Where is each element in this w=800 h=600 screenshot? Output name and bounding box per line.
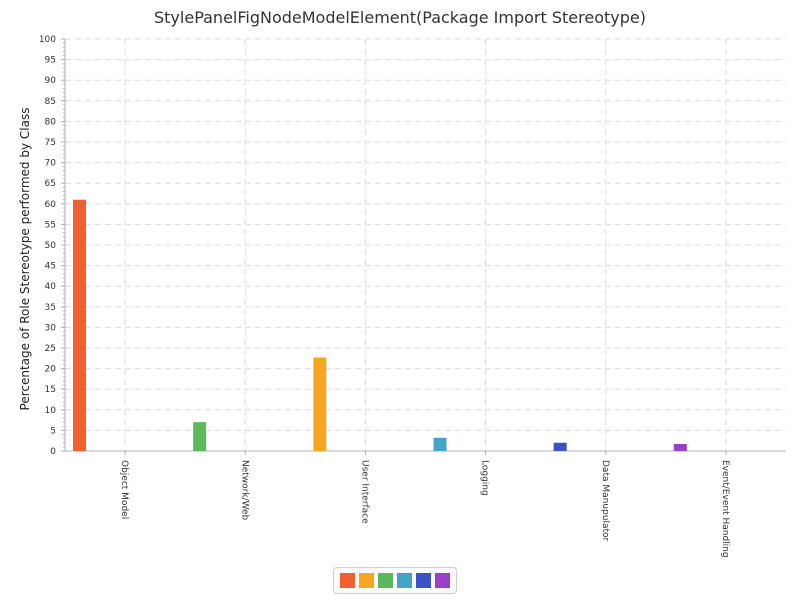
legend-swatch[interactable] (359, 573, 374, 588)
grid (65, 38, 786, 451)
y-tick-label: 10 (45, 406, 57, 416)
y-tick-label: 80 (45, 117, 57, 127)
legend-swatch[interactable] (435, 573, 450, 588)
y-tick-label: 35 (45, 303, 56, 313)
y-tick-label: 20 (45, 365, 57, 375)
y-tick-label: 60 (45, 200, 57, 210)
legend-swatch[interactable] (340, 573, 355, 588)
bar-data-manupulator (553, 442, 567, 451)
x-tick-labels: Object Model Network/Web User Interface Log… (119, 460, 730, 558)
legend (333, 567, 457, 594)
bar-event-event-handling (673, 443, 687, 451)
bar-logging (433, 437, 447, 451)
y-tick-label: 90 (45, 76, 57, 86)
y-tick-labels: 0 5 10 15 20 25 30 35 40 45 50 55 60 65 70 75 80 85 90 95 10… (39, 35, 56, 457)
x-tick-label: Data Manupulator (600, 460, 610, 542)
x-tick-label: User Interface (359, 460, 369, 524)
x-tick-label: Logging (480, 460, 490, 496)
legend-swatch[interactable] (416, 573, 431, 588)
y-tick-label: 65 (45, 179, 56, 189)
y-tick-label: 95 (45, 56, 56, 66)
chart-title: StylePanelFigNodeModelElement(Package Im… (154, 8, 646, 27)
legend-swatch[interactable] (397, 573, 412, 588)
legend-swatch[interactable] (378, 573, 393, 588)
bar-object-model (73, 199, 86, 451)
y-tick-label: 25 (45, 344, 56, 354)
x-tick-label: Network/Web (239, 460, 249, 521)
y-tick-label: 30 (45, 323, 57, 333)
y-tick-label: 5 (50, 426, 56, 436)
y-tick-label: 100 (39, 35, 56, 45)
x-tick-label: Event/Event Handling (720, 460, 730, 558)
bar-network-web (193, 422, 207, 451)
y-tick-label: 85 (45, 97, 56, 107)
y-tick-label: 45 (45, 262, 56, 272)
y-tick-label: 55 (45, 220, 56, 230)
axes (61, 38, 786, 455)
bars (73, 199, 687, 451)
y-tick-label: 0 (50, 447, 56, 457)
y-tick-label: 15 (45, 385, 56, 395)
x-tick-label: Object Model (119, 460, 129, 519)
y-tick-label: 50 (45, 241, 57, 251)
y-tick-label: 70 (45, 159, 57, 169)
y-tick-label: 40 (45, 282, 57, 292)
y-axis-label: Percentage of Role Stereotype performed … (18, 108, 32, 411)
bar-user-interface (313, 357, 327, 451)
y-tick-label: 75 (45, 138, 56, 148)
